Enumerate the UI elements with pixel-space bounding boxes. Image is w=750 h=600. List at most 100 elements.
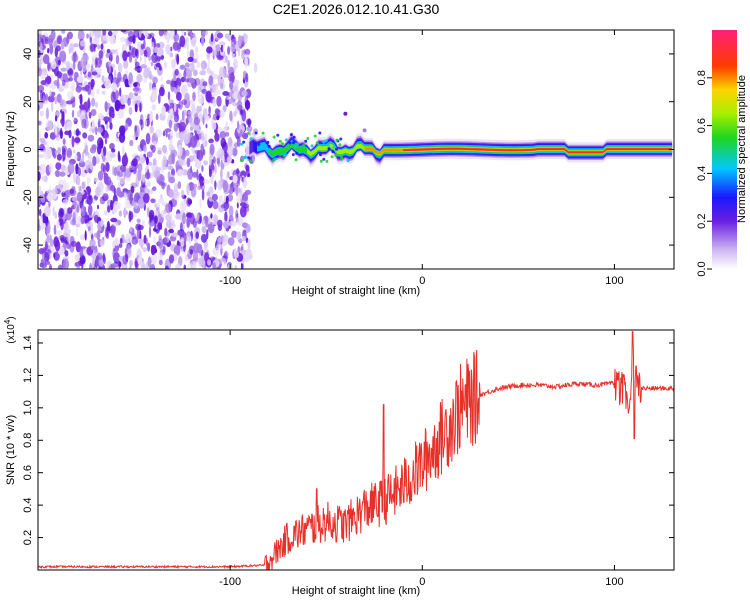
heatmap-noise-cell [119, 87, 122, 97]
heatmap-signal-speck [272, 158, 276, 162]
heatmap-noise-cell [147, 168, 150, 180]
heatmap-noise-cell [206, 229, 209, 240]
heatmap-noise-cell [208, 169, 212, 177]
heatmap-noise-cell [134, 130, 140, 138]
heatmap-noise-cell [139, 56, 142, 62]
heatmap-noise-cell [136, 73, 143, 83]
heatmap-noise-cell [180, 189, 185, 199]
heatmap-noise-cell [76, 264, 80, 269]
heatmap-noise-cell [113, 166, 118, 177]
heatmap-noise-cell [128, 72, 133, 84]
heatmap-noise-cell [104, 210, 108, 216]
heatmap-noise-cell [91, 119, 95, 130]
heatmap-noise-cell [130, 185, 135, 194]
heatmap-noise-cell [155, 113, 159, 121]
colorbar-ticks: 0.0 0.2 0.4 0.6 0.8 [696, 70, 712, 277]
heatmap-noise-cell [186, 197, 192, 207]
heatmap-noise-cell [94, 214, 99, 223]
heatmap-noise-cell [38, 58, 42, 70]
heatmap-noise-cell [74, 154, 78, 161]
heatmap-noise-cell [190, 186, 197, 198]
heatmap-noise-cell [155, 129, 163, 138]
heatmap-noise-cell [241, 90, 248, 97]
heatmap-noise-cell [90, 245, 96, 251]
heatmap-noise-cell [212, 113, 218, 121]
heatmap-noise-cell [56, 220, 60, 229]
heatmap-noise-cell [89, 30, 96, 36]
heatmap-noise-cell [147, 242, 151, 252]
heatmap-noise-cell [72, 216, 76, 226]
heatmap-noise-cell [108, 61, 112, 74]
heatmap-noise-cell [113, 200, 119, 211]
heatmap-noise-cell [38, 67, 42, 77]
heatmap-noise-cell [77, 110, 81, 118]
heatmap-noise-cell [132, 34, 136, 44]
snr-y-scale-label: (x104) [3, 316, 17, 343]
heatmap-noise-cell [180, 222, 183, 232]
heatmap-noise-cell [38, 171, 41, 182]
heatmap-noise-cell [62, 258, 69, 269]
heatmap-noise-cell [94, 101, 99, 108]
heatmap-signal-speck [257, 142, 261, 146]
heatmap-noise-cell [67, 91, 74, 100]
heatmap-noise-cell [134, 125, 137, 133]
heatmap-noise-cell [241, 222, 249, 229]
heatmap-signal-speck [240, 142, 244, 146]
heatmap-noise-cell [117, 201, 121, 210]
heatmap-noise-cell [128, 44, 132, 51]
heatmap-noise-cell [60, 67, 67, 72]
spectrogram-heatmap [38, 30, 673, 269]
heatmap-noise-cell [162, 155, 167, 168]
heatmap-noise-cell [216, 115, 220, 121]
heatmap-noise-cell [235, 217, 239, 222]
heatmap-noise-cell [90, 78, 95, 88]
heatmap-noise-cell [164, 61, 167, 69]
heatmap-noise-cell [147, 256, 152, 268]
heatmap-noise-cell [159, 66, 162, 71]
heatmap-noise-cell [246, 223, 251, 232]
heatmap-noise-cell [75, 85, 82, 93]
spectrogram-y-tick-label: 0 [22, 146, 34, 152]
heatmap-noise-cell [165, 203, 172, 214]
heatmap-noise-cell [240, 108, 243, 115]
heatmap-noise-cell [76, 191, 83, 203]
heatmap-noise-cell [175, 165, 178, 173]
heatmap-noise-cell [122, 50, 128, 62]
heatmap-noise-cell [46, 75, 52, 85]
heatmap-noise-cell [124, 123, 129, 128]
heatmap-noise-cell [136, 218, 141, 223]
colorbar-tick-label: 0.2 [696, 214, 708, 229]
heatmap-noise-cell [102, 154, 106, 162]
colorbar-gradient [712, 30, 737, 269]
heatmap-signal-speck [249, 159, 253, 163]
heatmap-noise-cell [141, 263, 146, 269]
heatmap-noise-cell [165, 265, 169, 269]
heatmap-noise-cell [225, 174, 228, 182]
spectrogram-x-tick-label: 0 [419, 275, 425, 287]
snr-panel: -100 0 100 0.2 0.4 0.6 0.8 1.0 1.2 1.4 Height of… [3, 316, 675, 597]
heatmap-signal-speck [283, 153, 287, 157]
spectrogram-y-tick-label: 40 [22, 48, 34, 60]
heatmap-noise-cell [205, 90, 212, 103]
heatmap-noise-cell [212, 49, 218, 57]
heatmap-noise-cell [65, 228, 72, 234]
heatmap-noise-cell [187, 261, 190, 269]
heatmap-noise-cell [212, 217, 215, 226]
heatmap-noise-cell [51, 84, 56, 90]
heatmap-noise-cell [169, 102, 175, 109]
heatmap-noise-cell [236, 100, 243, 111]
heatmap-noise-cell [87, 154, 93, 161]
heatmap-noise-cell [173, 102, 177, 112]
heatmap-noise-cell [80, 39, 86, 47]
heatmap-noise-cell [48, 162, 53, 174]
heatmap-noise-cell [206, 67, 211, 74]
heatmap-noise-cell [203, 179, 211, 185]
heatmap-noise-cell [154, 215, 158, 224]
heatmap-noise-cell [122, 146, 125, 155]
heatmap-signal-speck [339, 137, 343, 141]
heatmap-noise-cell [57, 264, 64, 269]
heatmap-noise-cell [64, 122, 68, 132]
heatmap-noise-cell [218, 194, 224, 204]
heatmap-noise-cell [118, 62, 123, 73]
